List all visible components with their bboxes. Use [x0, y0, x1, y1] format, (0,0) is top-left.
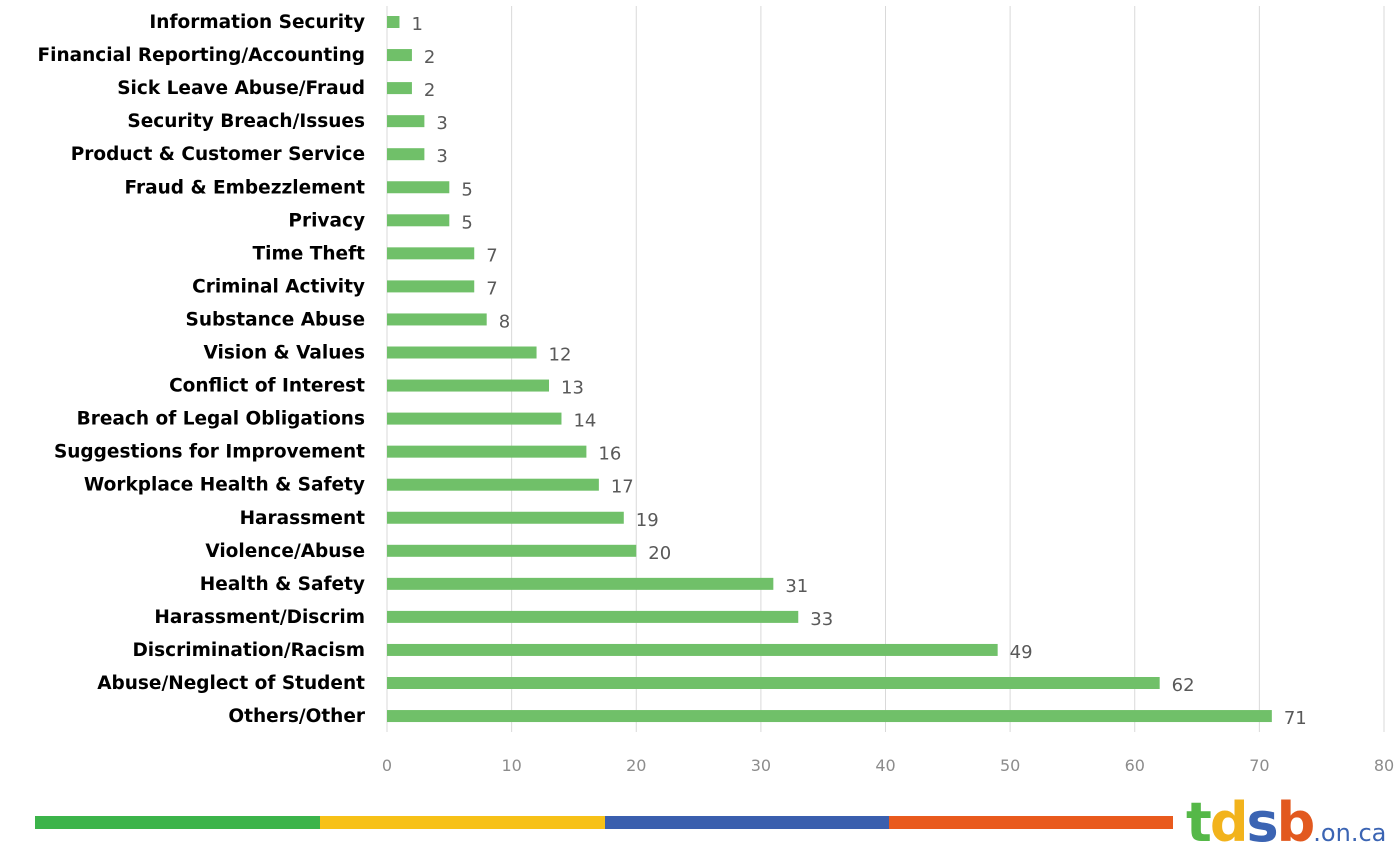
x-tick-label: 50	[1000, 756, 1020, 775]
data-label: 33	[810, 609, 833, 630]
bar	[387, 511, 624, 524]
data-label: 7	[486, 245, 497, 266]
x-tick-label: 30	[751, 756, 771, 775]
bar	[387, 16, 400, 28]
data-label: 16	[598, 444, 621, 465]
x-tick-label: 80	[1374, 756, 1394, 775]
category-label: Suggestions for Improvement	[54, 442, 365, 463]
category-label: Violence/Abuse	[205, 541, 365, 562]
data-label: 49	[1010, 642, 1033, 663]
category-label: Privacy	[288, 210, 365, 231]
data-label: 2	[424, 80, 435, 101]
data-label: 14	[573, 411, 596, 432]
tdsb-logo: tdsb.on.ca	[1186, 791, 1386, 854]
data-label: 13	[561, 378, 584, 399]
x-axis-ticks: 0 10 20 30 40 50 60 70 80	[382, 756, 1394, 775]
category-label: Product & Customer Service	[71, 144, 365, 165]
data-label: 20	[648, 543, 671, 564]
data-label: 7	[486, 278, 497, 299]
category-label: Vision & Values	[204, 343, 365, 364]
bar	[387, 544, 637, 557]
footer-stripe-blue	[605, 816, 889, 829]
footer-stripe-yellow	[320, 816, 605, 829]
category-label: Sick Leave Abuse/Fraud	[117, 78, 365, 99]
bar	[387, 577, 774, 590]
bar	[387, 82, 412, 95]
x-tick-label: 40	[875, 756, 895, 775]
logo-letter-s: s	[1246, 791, 1278, 854]
bar	[387, 115, 425, 128]
bar	[387, 280, 475, 293]
data-label: 62	[1172, 675, 1195, 696]
x-tick-label: 60	[1125, 756, 1145, 775]
category-labels: Information Security Financial Reporting/…	[38, 12, 366, 727]
category-label: Time Theft	[253, 243, 366, 264]
bar	[387, 445, 587, 458]
data-label: 19	[636, 510, 659, 531]
category-label: Abuse/Neglect of Student	[97, 673, 365, 694]
category-label: Information Security	[149, 12, 365, 33]
x-tick-label: 10	[501, 756, 521, 775]
bar	[387, 313, 487, 326]
gridlines	[386, 6, 1385, 732]
bar	[387, 148, 425, 161]
bar	[387, 610, 799, 623]
logo-letter-b: b	[1276, 791, 1316, 854]
category-label: Others/Other	[228, 706, 365, 727]
x-tick-label: 20	[626, 756, 646, 775]
bar-chart: Information Security Financial Reporting/…	[38, 6, 1394, 775]
data-label: 3	[436, 113, 447, 134]
bar	[387, 247, 475, 260]
category-label: Health & Safety	[200, 574, 365, 595]
category-label: Substance Abuse	[186, 309, 366, 330]
bar	[387, 49, 412, 62]
data-label: 3	[436, 146, 447, 167]
bar	[387, 643, 998, 656]
bar	[387, 379, 550, 392]
bar	[387, 214, 450, 227]
category-label: Financial Reporting/Accounting	[38, 45, 366, 66]
category-label: Criminal Activity	[192, 276, 365, 297]
data-label: 17	[611, 477, 634, 498]
data-label: 8	[499, 311, 510, 332]
category-label: Discrimination/Racism	[132, 640, 365, 661]
category-label: Breach of Legal Obligations	[77, 409, 365, 430]
category-label: Security Breach/Issues	[127, 111, 365, 132]
logo-suffix: .on.ca	[1313, 819, 1387, 847]
bar	[387, 710, 1272, 723]
category-label: Fraud & Embezzlement	[125, 177, 366, 198]
data-label: 31	[785, 576, 808, 597]
category-label: Workplace Health & Safety	[84, 475, 365, 496]
x-tick-label: 70	[1249, 756, 1269, 775]
data-label: 1	[411, 14, 422, 35]
bar	[387, 478, 599, 491]
data-label: 2	[424, 47, 435, 68]
logo-letter-d: d	[1209, 791, 1249, 854]
category-label: Harassment/Discrim	[154, 607, 365, 628]
data-label: 12	[549, 345, 572, 366]
data-label: 71	[1284, 708, 1307, 729]
data-label: 5	[461, 212, 472, 233]
category-label: Conflict of Interest	[169, 376, 365, 397]
footer-stripe-green	[35, 816, 320, 829]
footer-stripe-orange	[889, 816, 1173, 829]
bar	[387, 412, 562, 425]
category-label: Harassment	[240, 508, 366, 529]
bar	[387, 677, 1160, 689]
logo-letter-t: t	[1186, 791, 1212, 854]
bar	[387, 181, 450, 194]
bars	[387, 16, 1272, 723]
x-tick-label: 0	[382, 756, 392, 775]
bar	[387, 346, 537, 359]
data-label: 5	[461, 179, 472, 200]
